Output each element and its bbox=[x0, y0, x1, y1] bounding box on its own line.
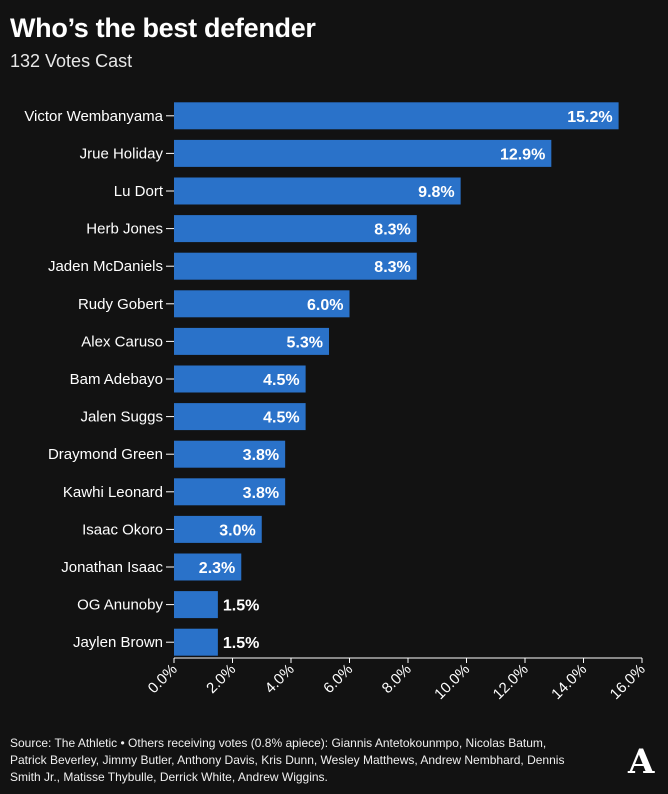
bar-0 bbox=[174, 102, 619, 130]
x-tick-label: 0.0% bbox=[145, 661, 181, 697]
value-label: 6.0% bbox=[307, 297, 343, 314]
category-label: Herb Jones bbox=[86, 221, 163, 238]
category-label: Bam Adebayo bbox=[70, 371, 163, 388]
value-label: 8.3% bbox=[374, 259, 410, 276]
bars-layer: 15.2% 12.9% 9.8% 8.3% 8.3% 6.0% 5.3% 4.5% 4.5% 3.… bbox=[174, 102, 619, 656]
category-label: Jrue Holiday bbox=[80, 145, 164, 162]
bar-6 bbox=[174, 327, 330, 355]
category-label: Rudy Gobert bbox=[78, 296, 164, 313]
value-label: 5.3% bbox=[287, 334, 323, 351]
value-label: 1.5% bbox=[223, 635, 259, 652]
bar-3 bbox=[174, 215, 417, 243]
source-note: Source: The Athletic • Others receiving … bbox=[10, 736, 565, 784]
chart-title: Who’s the best defender bbox=[10, 13, 316, 43]
value-label: 9.8% bbox=[418, 184, 454, 201]
x-tick-label: 16.0% bbox=[607, 661, 649, 703]
category-label: Jaylen Brown bbox=[73, 634, 163, 651]
the-athletic-logo: A bbox=[628, 742, 655, 782]
bar-9 bbox=[174, 440, 286, 468]
value-label: 4.5% bbox=[263, 410, 299, 427]
category-label: Draymond Green bbox=[48, 446, 163, 463]
bar-12 bbox=[174, 553, 242, 581]
x-tick-label: 6.0% bbox=[320, 661, 356, 697]
bar-4 bbox=[174, 252, 417, 280]
category-label: OG Anunoby bbox=[77, 597, 163, 614]
x-tick-label: 10.0% bbox=[431, 661, 473, 703]
x-tick-label: 4.0% bbox=[262, 661, 298, 697]
chart-subtitle: 132 Votes Cast bbox=[10, 51, 133, 71]
x-tick-label: 14.0% bbox=[548, 661, 590, 703]
value-label: 12.9% bbox=[500, 146, 545, 163]
category-label: Lu Dort bbox=[114, 183, 164, 200]
value-label: 8.3% bbox=[374, 222, 410, 239]
category-label: Alex Caruso bbox=[81, 333, 163, 350]
category-label: Victor Wembanyama bbox=[24, 108, 163, 125]
value-label: 2.3% bbox=[199, 560, 235, 577]
bar-1 bbox=[174, 139, 552, 167]
x-tick-label: 2.0% bbox=[203, 661, 239, 697]
value-label: 1.5% bbox=[223, 598, 259, 615]
category-label: Isaac Okoro bbox=[82, 521, 163, 538]
value-label: 3.8% bbox=[243, 447, 279, 464]
bar-11 bbox=[174, 515, 262, 543]
category-labels-layer: Victor Wembanyama Jrue Holiday Lu Dort Herb… bbox=[24, 108, 163, 651]
bar-2 bbox=[174, 177, 461, 205]
bar-14 bbox=[174, 628, 218, 656]
bar-5 bbox=[174, 290, 350, 318]
bar-10 bbox=[174, 478, 286, 506]
value-label: 15.2% bbox=[567, 109, 612, 126]
value-label: 3.8% bbox=[243, 485, 279, 502]
bar-7 bbox=[174, 365, 306, 393]
bar-8 bbox=[174, 403, 306, 431]
category-label: Kawhi Leonard bbox=[63, 484, 163, 501]
category-label: Jalen Suggs bbox=[80, 409, 163, 426]
category-label: Jonathan Isaac bbox=[61, 559, 163, 576]
x-tick-label: 8.0% bbox=[379, 661, 415, 697]
value-label: 4.5% bbox=[263, 372, 299, 389]
x-tick-label: 12.0% bbox=[490, 661, 532, 703]
category-label: Jaden McDaniels bbox=[48, 258, 163, 275]
bar-13 bbox=[174, 591, 218, 619]
bar-chart: 15.2% 12.9% 9.8% 8.3% 8.3% 6.0% 5.3% 4.5% 4.5% 3.… bbox=[24, 102, 649, 703]
value-label: 3.0% bbox=[219, 522, 255, 539]
